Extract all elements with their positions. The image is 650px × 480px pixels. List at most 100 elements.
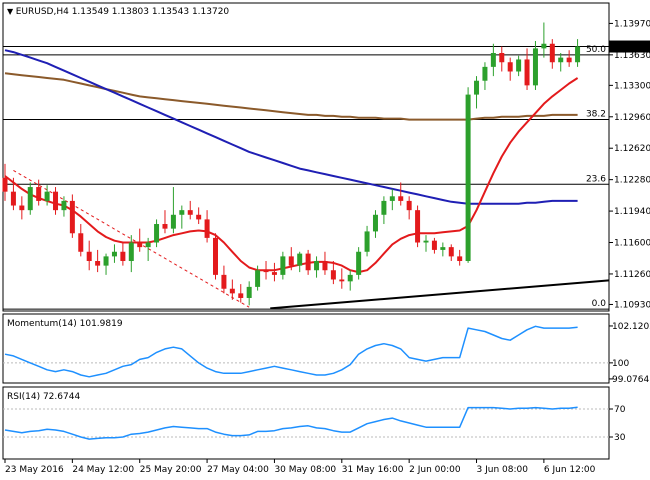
candle-body xyxy=(431,240,437,250)
momentum-panel-frame xyxy=(2,313,610,384)
candle-body xyxy=(19,205,25,211)
candle-body xyxy=(179,210,185,215)
price-panel-header: ▼ EURUSD,H4 1.13549 1.13803 1.13543 1.13… xyxy=(7,7,229,17)
candle-body xyxy=(103,256,109,266)
candle-body xyxy=(280,256,286,275)
candle-body xyxy=(372,214,378,232)
x-axis-label: 30 May 08:00 xyxy=(274,465,336,475)
momentum-y-tick-label: 99.0764 xyxy=(612,375,649,385)
sma-brown-line xyxy=(4,72,578,121)
x-axis-label: 31 May 16:00 xyxy=(342,465,404,475)
candle-body xyxy=(36,187,42,201)
price-y-tick-label: 1.13300 xyxy=(614,81,650,91)
candle-body xyxy=(271,272,277,275)
current-price-marker xyxy=(609,40,650,53)
candle-body xyxy=(440,247,446,250)
candle-body xyxy=(347,274,353,282)
ohlc-label: 1.13549 1.13803 1.13543 1.13720 xyxy=(72,7,230,17)
x-axis-label: 23 May 2016 xyxy=(5,465,64,475)
rsi-label: RSI(14) 72.6744 xyxy=(7,392,80,402)
candle-body xyxy=(128,242,134,262)
candle-body xyxy=(53,191,59,211)
candle-body xyxy=(448,247,454,257)
candle-body xyxy=(507,62,513,72)
candle-body xyxy=(381,200,387,215)
candle-body xyxy=(516,59,522,72)
candle-body xyxy=(566,57,572,63)
candle-body xyxy=(398,196,404,201)
candle-body xyxy=(229,288,235,294)
rsi-panel-frame xyxy=(2,386,610,460)
candle-body xyxy=(221,274,227,289)
x-axis-label: 2 Jun 00:00 xyxy=(409,465,461,475)
candle-body xyxy=(549,43,555,63)
candle-body xyxy=(482,66,488,81)
candle-body xyxy=(415,210,421,243)
candle-body xyxy=(356,251,362,275)
momentum-layer: 102.1202 100 99.0764 xyxy=(3,322,650,385)
x-axis-label: 25 May 20:00 xyxy=(140,465,202,475)
candle-body xyxy=(297,253,303,266)
candle-body xyxy=(423,240,429,243)
price-y-tick-label: 1.11600 xyxy=(614,239,650,249)
price-y-tick-label: 1.12620 xyxy=(614,144,650,154)
candle-body xyxy=(78,233,84,252)
candle-body xyxy=(187,210,193,215)
candle-body xyxy=(196,214,202,220)
candle-body xyxy=(558,57,564,63)
momentum-label: Momentum(14) 101.9819 xyxy=(7,319,123,329)
rsi-line xyxy=(4,406,578,440)
candle-body xyxy=(204,219,210,238)
candle-body xyxy=(137,242,143,248)
candle-body xyxy=(213,237,218,275)
candle-body xyxy=(61,200,67,211)
candle-body xyxy=(314,261,320,271)
candle-body xyxy=(246,286,252,298)
symbol-label: EURUSD,H4 xyxy=(16,7,69,17)
candle-body xyxy=(2,177,8,192)
candle-body xyxy=(474,80,480,95)
candle-body xyxy=(532,48,538,86)
fib-level-label: 38.2 xyxy=(586,110,606,120)
momentum-line xyxy=(4,325,578,378)
price-y-tick-label: 1.12280 xyxy=(614,176,650,186)
fib-level-label: 0.0 xyxy=(592,299,607,309)
candle-body xyxy=(170,214,176,229)
candle-body xyxy=(541,43,547,49)
lower-trendline xyxy=(270,279,610,310)
candle-body xyxy=(575,46,581,63)
candle-body xyxy=(10,191,16,206)
sma-blue-line xyxy=(4,49,578,205)
rsi-y-tick-label: 30 xyxy=(614,433,626,443)
candle-body xyxy=(27,187,33,211)
momentum-y-tick-label: 102.1202 xyxy=(612,322,650,332)
candle-body xyxy=(490,52,496,67)
candle-body xyxy=(305,253,311,271)
price-y-tick-label: 1.11260 xyxy=(614,270,650,280)
price-layer: 1.13970 1.13630 1.13300 1.12960 1.12620 1.122… xyxy=(2,19,650,310)
x-axis-label: 6 Jun 12:00 xyxy=(544,465,596,475)
rsi-layer: 70 30 xyxy=(3,405,626,443)
candle-body xyxy=(406,200,412,211)
candle-body xyxy=(330,270,336,280)
candle-body xyxy=(465,94,471,262)
candle-body xyxy=(255,270,261,287)
candle-body xyxy=(111,251,117,257)
rsi-y-tick-label: 70 xyxy=(614,405,626,415)
fib-level-label: 50.0 xyxy=(586,45,606,55)
x-axis-label: 24 May 12:00 xyxy=(72,465,134,475)
candle-body xyxy=(44,191,50,201)
candle-body xyxy=(120,251,126,262)
candle-body xyxy=(86,251,92,262)
x-axis: 23 May 2016 24 May 12:00 25 May 20:00 27 Ma… xyxy=(4,459,596,475)
candle-body xyxy=(457,256,463,262)
candle-body xyxy=(95,261,101,266)
candle-body xyxy=(364,231,370,252)
candle-body xyxy=(389,196,395,201)
price-y-tick-label: 1.12960 xyxy=(614,113,650,123)
candle-body xyxy=(322,261,328,271)
x-axis-label: 3 Jun 08:00 xyxy=(477,465,529,475)
candle-body xyxy=(263,270,269,273)
